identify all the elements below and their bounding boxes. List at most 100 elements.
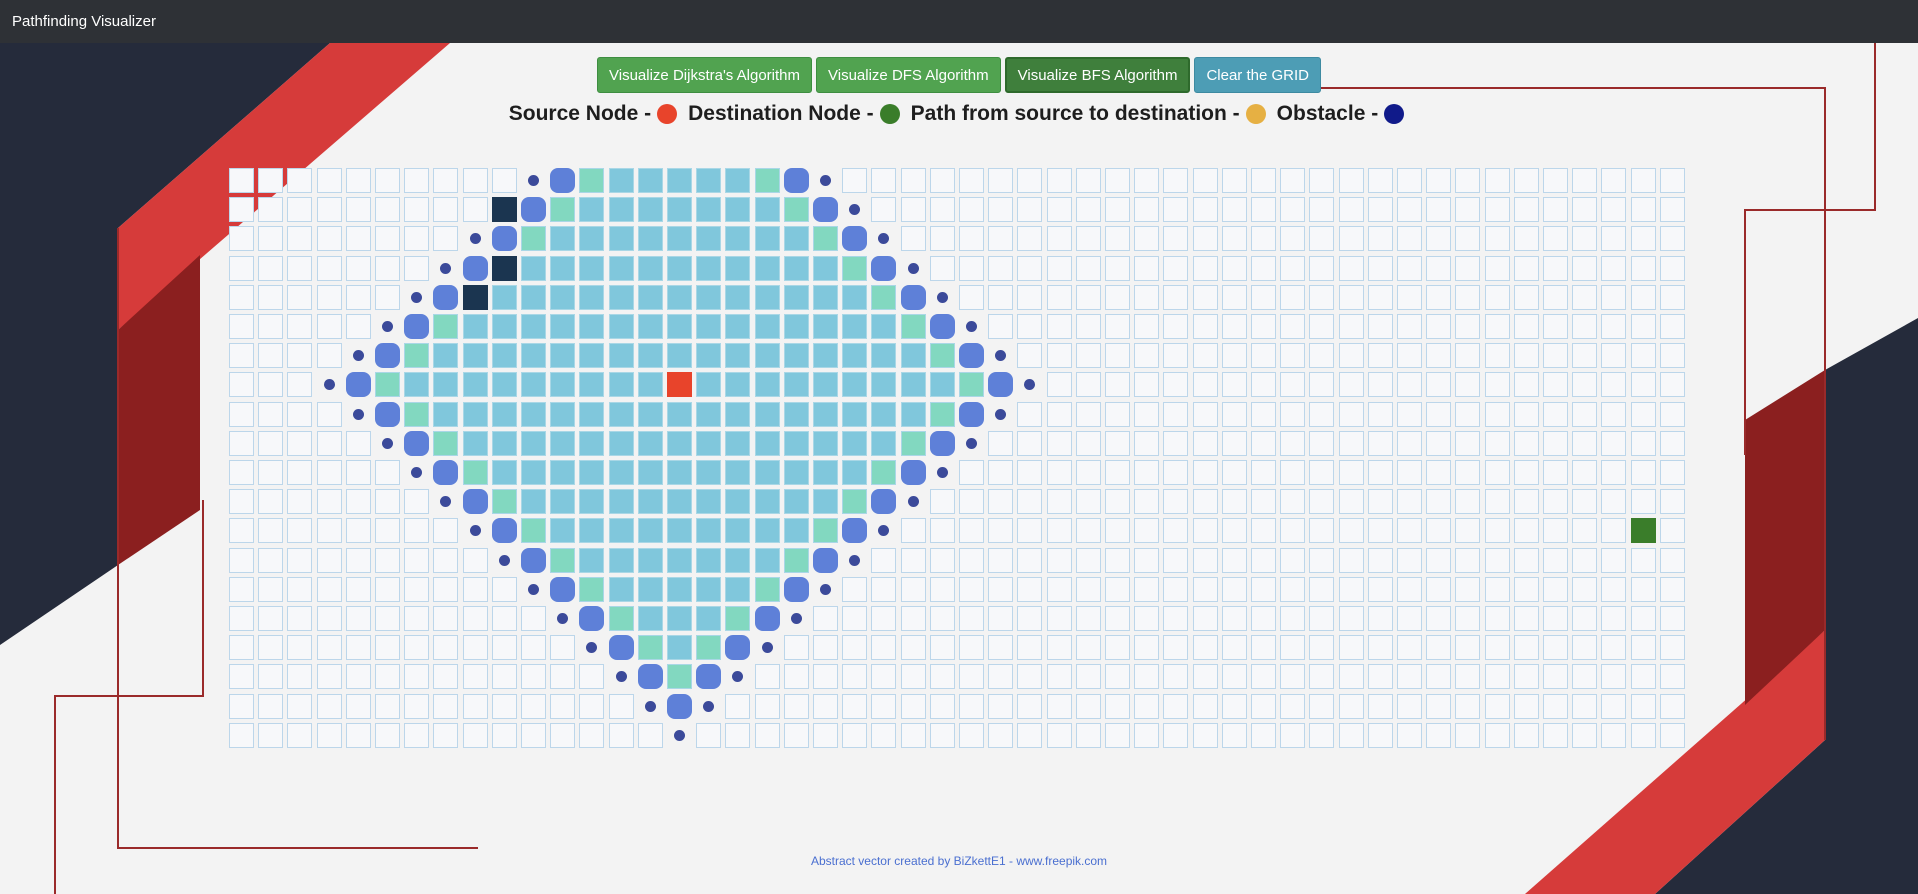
grid-cell[interactable]: [1572, 489, 1598, 515]
grid-cell[interactable]: [1338, 664, 1364, 690]
grid-cell[interactable]: [375, 168, 400, 193]
visited-cell[interactable]: [754, 576, 780, 602]
grid-cell[interactable]: [1338, 460, 1364, 485]
clear-grid-button[interactable]: Clear the GRID: [1194, 57, 1321, 93]
grid-cell[interactable]: [1017, 255, 1043, 281]
visited-cell[interactable]: [637, 489, 663, 515]
queued-cell[interactable]: [375, 431, 400, 456]
grid-cell[interactable]: [1309, 635, 1335, 661]
grid-cell[interactable]: [842, 606, 868, 631]
frontier-cell[interactable]: [842, 518, 868, 544]
grid-cell[interactable]: [1105, 401, 1130, 427]
grid-cell[interactable]: [1601, 489, 1627, 515]
grid-cell[interactable]: [1572, 606, 1598, 631]
grid-cell[interactable]: [1221, 168, 1247, 193]
grid-cell[interactable]: [1659, 606, 1685, 631]
grid-cell[interactable]: [1134, 693, 1160, 719]
grid-cell[interactable]: [1484, 576, 1510, 602]
grid-cell[interactable]: [1455, 284, 1481, 310]
visited-cell[interactable]: [929, 401, 955, 427]
grid-cell[interactable]: [1397, 197, 1422, 223]
grid-cell[interactable]: [1309, 255, 1335, 281]
grid-cell[interactable]: [1397, 401, 1422, 427]
grid-cell[interactable]: [491, 693, 517, 719]
grid-cell[interactable]: [1105, 284, 1130, 310]
grid-cell[interactable]: [1134, 460, 1160, 485]
grid-cell[interactable]: [1192, 489, 1218, 515]
grid-cell[interactable]: [1484, 255, 1510, 281]
frontier-cell[interactable]: [521, 197, 546, 223]
grid-cell[interactable]: [1338, 489, 1364, 515]
grid-cell[interactable]: [287, 489, 313, 515]
grid-cell[interactable]: [1367, 693, 1393, 719]
grid-cell[interactable]: [1075, 664, 1101, 690]
grid-cell[interactable]: [1280, 372, 1306, 398]
grid-cell[interactable]: [1221, 518, 1247, 544]
grid-cell[interactable]: [1630, 430, 1656, 456]
grid-cell[interactable]: [1221, 664, 1247, 690]
grid-cell[interactable]: [900, 576, 926, 602]
visited-cell[interactable]: [550, 430, 576, 456]
frontier-cell[interactable]: [404, 314, 430, 339]
grid-cell[interactable]: [1309, 314, 1335, 339]
visited-cell[interactable]: [725, 460, 751, 485]
grid-cell[interactable]: [1484, 722, 1510, 748]
grid-cell[interactable]: [1163, 430, 1189, 456]
visited-cell[interactable]: [550, 489, 576, 515]
grid-cell[interactable]: [1192, 460, 1218, 485]
grid-cell[interactable]: [1397, 547, 1422, 573]
grid-cell[interactable]: [1309, 284, 1335, 310]
queued-cell[interactable]: [375, 314, 400, 339]
grid-cell[interactable]: [1630, 255, 1656, 281]
grid-cell[interactable]: [1659, 401, 1685, 427]
visited-cell[interactable]: [696, 576, 722, 602]
grid-cell[interactable]: [316, 460, 342, 485]
grid-cell[interactable]: [1572, 343, 1598, 369]
grid-cell[interactable]: [1659, 372, 1685, 398]
grid-cell[interactable]: [900, 168, 926, 193]
visited-cell[interactable]: [725, 255, 751, 281]
visited-cell[interactable]: [842, 284, 868, 310]
grid-cell[interactable]: [258, 255, 284, 281]
grid-cell[interactable]: [1221, 693, 1247, 719]
grid-cell[interactable]: [1601, 460, 1627, 485]
grid-cell[interactable]: [287, 576, 313, 602]
grid-cell[interactable]: [1601, 372, 1627, 398]
grid-cell[interactable]: [258, 197, 284, 223]
grid-cell[interactable]: [1455, 314, 1481, 339]
visited-cell[interactable]: [521, 343, 546, 369]
visualize-dfs-button[interactable]: Visualize DFS Algorithm: [816, 57, 1001, 93]
grid-cell[interactable]: [1659, 693, 1685, 719]
grid-cell[interactable]: [1251, 635, 1276, 661]
grid-cell[interactable]: [1017, 693, 1043, 719]
grid-cell[interactable]: [1572, 722, 1598, 748]
grid-cell[interactable]: [1659, 168, 1685, 193]
visited-cell[interactable]: [842, 372, 868, 398]
grid-cell[interactable]: [1572, 460, 1598, 485]
grid-cell[interactable]: [433, 226, 459, 252]
frontier-cell[interactable]: [813, 547, 838, 573]
grid-cell[interactable]: [287, 722, 313, 748]
queued-cell[interactable]: [521, 577, 546, 602]
visited-cell[interactable]: [667, 547, 692, 573]
grid-cell[interactable]: [1017, 343, 1043, 369]
grid-cell[interactable]: [287, 430, 313, 456]
grid-cell[interactable]: [1309, 547, 1335, 573]
grid-cell[interactable]: [1134, 168, 1160, 193]
grid-cell[interactable]: [1630, 606, 1656, 631]
grid-cell[interactable]: [404, 664, 430, 690]
grid-cell[interactable]: [1338, 168, 1364, 193]
grid-cell[interactable]: [462, 722, 488, 748]
grid-cell[interactable]: [1397, 722, 1422, 748]
grid-cell[interactable]: [1455, 664, 1481, 690]
grid-cell[interactable]: [1572, 372, 1598, 398]
grid-cell[interactable]: [1484, 606, 1510, 631]
visited-cell[interactable]: [404, 343, 430, 369]
visited-cell[interactable]: [608, 606, 634, 631]
grid-cell[interactable]: [1543, 255, 1568, 281]
grid-cell[interactable]: [1280, 255, 1306, 281]
grid-cell[interactable]: [1017, 401, 1043, 427]
visited-cell[interactable]: [608, 430, 634, 456]
visited-cell[interactable]: [667, 197, 692, 223]
grid-cell[interactable]: [1280, 168, 1306, 193]
